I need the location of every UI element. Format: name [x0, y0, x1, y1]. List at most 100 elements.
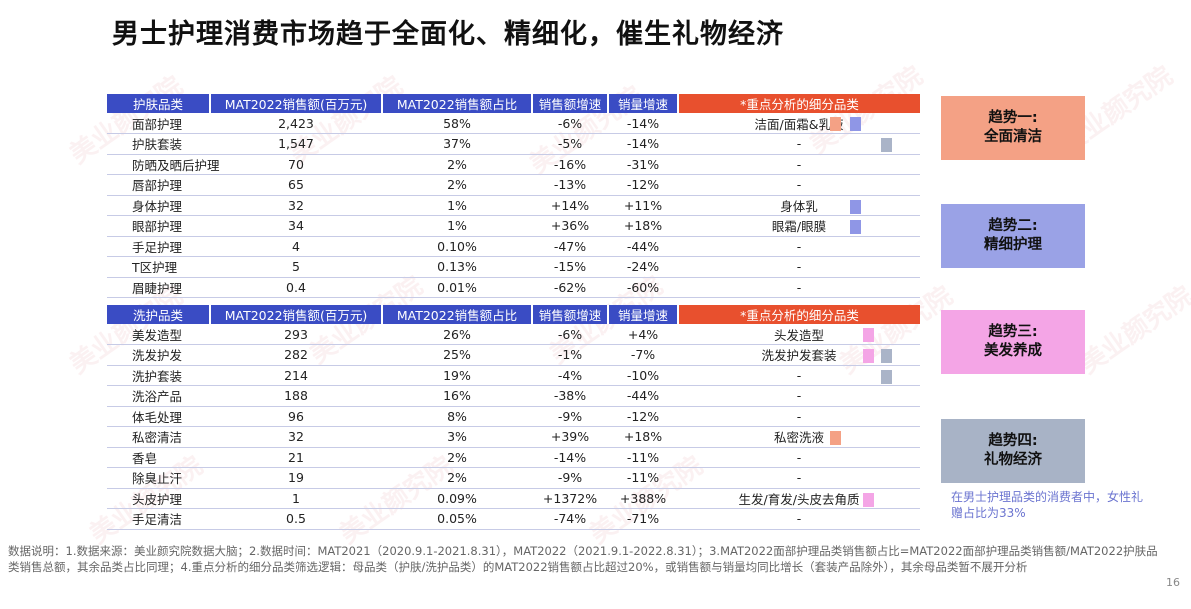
- volume-growth-cell: +11%: [608, 195, 678, 216]
- table-row: 洗护套装 214 19% -4% -10% -: [107, 365, 920, 386]
- sales-cell: 21: [210, 447, 382, 468]
- category-cell: 唇部护理: [107, 174, 210, 196]
- trend-box-2: 趋势二: 精细护理: [941, 204, 1085, 268]
- marker-pink: [863, 328, 874, 342]
- focus-text: 身体乳: [780, 198, 818, 214]
- table-row: 头皮护理 1 0.09% +1372% +388% 生发/育发/头皮去角质: [107, 488, 920, 509]
- volume-growth-cell: -11%: [608, 467, 678, 489]
- sales-cell: 4: [210, 236, 382, 257]
- marker-gray: [881, 138, 892, 152]
- table-row: 眉睫护理 0.4 0.01% -62% -60% -: [107, 277, 920, 298]
- marker-blue: [850, 199, 861, 214]
- table-row: 美发造型 293 26% -6% +4% 头发造型: [107, 324, 920, 345]
- sales-cell: 65: [210, 174, 382, 196]
- focus-text: 头发造型: [773, 327, 824, 343]
- category-cell: 洗浴产品: [107, 385, 210, 407]
- volume-growth-cell: -10%: [608, 365, 678, 386]
- header-sales-growth: 销售额增速: [532, 305, 609, 324]
- footnote: 数据说明：1.数据来源：美业颜究院数据大脑；2.数据时间：MAT2021（202…: [8, 544, 1158, 574]
- share-cell: 3%: [382, 426, 532, 448]
- table-row: 香皂 21 2% -14% -11% -: [107, 447, 920, 468]
- sales-growth-cell: -9%: [532, 467, 608, 489]
- header-volume-growth: 销量增速: [608, 94, 679, 113]
- category-cell: 眉睫护理: [107, 277, 210, 298]
- share-cell: 0.10%: [382, 236, 532, 257]
- focus-text: 生发/育发/头皮去角质: [738, 491, 860, 507]
- sales-growth-cell: -14%: [532, 447, 608, 468]
- volume-growth-cell: -7%: [608, 344, 678, 366]
- share-cell: 2%: [382, 447, 532, 468]
- volume-growth-cell: -12%: [608, 406, 678, 427]
- table-row: 手足清洁 0.5 0.05% -74% -71% -: [107, 508, 920, 530]
- header-sales: MAT2022销售额(百万元): [210, 305, 383, 324]
- focus-text: -: [796, 279, 802, 295]
- marker-pink: [863, 349, 874, 363]
- focus-text: 洗发护发套装: [761, 348, 837, 364]
- category-cell: 洗发护发: [107, 344, 210, 366]
- sales-growth-cell: -4%: [532, 365, 608, 386]
- trend-note: 在男士护理品类的消费者中，女性礼赠占比为33%: [951, 490, 1144, 520]
- table-row: 洗发护发 282 25% -1% -7% 洗发护发套装: [107, 344, 920, 366]
- sales-growth-cell: -6%: [532, 324, 608, 345]
- table-row: 唇部护理 65 2% -13% -12% -: [107, 174, 920, 196]
- share-cell: 16%: [382, 385, 532, 407]
- focus-text: -: [796, 136, 802, 152]
- focus-text: -: [796, 449, 802, 465]
- category-cell: 体毛处理: [107, 406, 210, 427]
- category-cell: T区护理: [107, 256, 210, 278]
- sales-cell: 2,423: [210, 113, 382, 134]
- table-row: 防晒及晒后护理 70 2% -16% -31% -: [107, 154, 920, 175]
- focus-text: 洁面/面霜&乳液: [754, 116, 844, 132]
- category-cell: 面部护理: [107, 113, 210, 134]
- share-cell: 2%: [382, 467, 532, 489]
- volume-growth-cell: -44%: [608, 236, 678, 257]
- focus-cell: -: [678, 365, 920, 386]
- share-cell: 26%: [382, 324, 532, 345]
- focus-cell: 头发造型: [678, 324, 920, 345]
- skin-care-table: 护肤品类 MAT2022销售额(百万元) MAT2022销售额占比 销售额增速 …: [107, 94, 920, 298]
- trend-box-4: 趋势四: 礼物经济: [941, 419, 1085, 483]
- table-row: 面部护理 2,423 58% -6% -14% 洁面/面霜&乳液: [107, 113, 920, 134]
- table-row: T区护理 5 0.13% -15% -24% -: [107, 256, 920, 278]
- share-cell: 1%: [382, 195, 532, 216]
- category-cell: 除臭止汗: [107, 467, 210, 489]
- category-cell: 香皂: [107, 447, 210, 468]
- table-header-row: 护肤品类 MAT2022销售额(百万元) MAT2022销售额占比 销售额增速 …: [107, 94, 920, 113]
- share-cell: 19%: [382, 365, 532, 386]
- sales-cell: 214: [210, 365, 382, 386]
- focus-cell: 洗发护发套装: [678, 344, 920, 366]
- focus-cell: 身体乳: [678, 195, 920, 216]
- focus-cell: -: [678, 236, 920, 257]
- focus-text: -: [796, 408, 802, 424]
- sales-cell: 293: [210, 324, 382, 345]
- sales-growth-cell: -1%: [532, 344, 608, 366]
- focus-text: -: [796, 367, 802, 383]
- volume-growth-cell: -14%: [608, 133, 678, 155]
- sales-growth-cell: -47%: [532, 236, 608, 257]
- volume-growth-cell: -60%: [608, 277, 678, 298]
- table-row: 体毛处理 96 8% -9% -12% -: [107, 406, 920, 427]
- category-cell: 眼部护理: [107, 215, 210, 237]
- focus-cell: -: [678, 133, 920, 155]
- table-row: 护肤套装 1,547 37% -5% -14% -: [107, 133, 920, 155]
- header-sales-growth: 销售额增速: [532, 94, 609, 113]
- share-cell: 25%: [382, 344, 532, 366]
- sales-cell: 96: [210, 406, 382, 427]
- marker-blue: [850, 117, 861, 131]
- marker-gray: [881, 349, 892, 363]
- trend-box-1: 趋势一: 全面清洁: [941, 96, 1085, 160]
- sales-cell: 1: [210, 488, 382, 509]
- volume-growth-cell: +18%: [608, 426, 678, 448]
- volume-growth-cell: +4%: [608, 324, 678, 345]
- focus-text: 眼霜/眼膜: [771, 219, 827, 235]
- share-cell: 0.09%: [382, 488, 532, 509]
- category-cell: 洗护套装: [107, 365, 210, 386]
- category-cell: 防晒及晒后护理: [107, 154, 220, 175]
- focus-cell: -: [678, 277, 920, 298]
- marker-pink: [863, 492, 874, 507]
- volume-growth-cell: -24%: [608, 256, 678, 278]
- volume-growth-cell: +388%: [608, 488, 678, 509]
- focus-cell: -: [678, 467, 920, 489]
- focus-text: -: [796, 470, 802, 486]
- category-cell: 美发造型: [107, 324, 210, 345]
